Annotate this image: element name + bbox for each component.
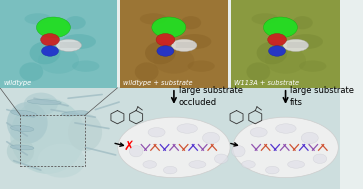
Ellipse shape	[189, 161, 206, 168]
Ellipse shape	[287, 161, 305, 168]
Ellipse shape	[252, 13, 279, 25]
Ellipse shape	[177, 34, 211, 49]
Ellipse shape	[143, 161, 156, 168]
Ellipse shape	[152, 17, 186, 38]
Ellipse shape	[24, 93, 58, 115]
Bar	[0, 87, 340, 189]
Ellipse shape	[276, 124, 296, 133]
Text: ✗: ✗	[123, 140, 134, 153]
Ellipse shape	[135, 62, 159, 81]
Ellipse shape	[41, 34, 60, 46]
Ellipse shape	[30, 42, 60, 64]
Ellipse shape	[246, 62, 270, 81]
Bar	[231, 0, 340, 88]
Ellipse shape	[257, 42, 287, 64]
Ellipse shape	[292, 16, 313, 29]
Ellipse shape	[10, 145, 34, 150]
Ellipse shape	[68, 113, 102, 151]
Text: wildtype: wildtype	[3, 80, 32, 86]
Ellipse shape	[289, 34, 323, 49]
Ellipse shape	[41, 46, 58, 56]
Ellipse shape	[188, 60, 215, 72]
Ellipse shape	[265, 47, 306, 74]
Text: wildtype + substrate: wildtype + substrate	[123, 80, 192, 86]
Ellipse shape	[38, 47, 79, 74]
Ellipse shape	[265, 166, 279, 174]
Ellipse shape	[232, 146, 245, 157]
Ellipse shape	[37, 144, 85, 178]
Ellipse shape	[36, 17, 70, 38]
Ellipse shape	[27, 100, 61, 105]
Ellipse shape	[145, 42, 176, 64]
Ellipse shape	[215, 154, 228, 163]
Ellipse shape	[11, 125, 34, 132]
Ellipse shape	[171, 39, 197, 52]
Text: large substrate
occluded: large substrate occluded	[179, 86, 243, 107]
Ellipse shape	[25, 13, 52, 25]
Ellipse shape	[269, 46, 286, 56]
Ellipse shape	[283, 39, 309, 52]
Ellipse shape	[56, 39, 82, 52]
Ellipse shape	[181, 16, 201, 29]
Ellipse shape	[242, 161, 255, 168]
Ellipse shape	[72, 60, 99, 72]
Ellipse shape	[313, 154, 327, 163]
Ellipse shape	[61, 111, 88, 116]
Ellipse shape	[154, 47, 194, 74]
Ellipse shape	[157, 46, 174, 56]
Ellipse shape	[301, 132, 318, 144]
Ellipse shape	[177, 124, 197, 133]
Ellipse shape	[140, 13, 167, 25]
Ellipse shape	[268, 34, 286, 46]
Ellipse shape	[7, 102, 48, 144]
Bar	[0, 0, 117, 88]
Ellipse shape	[65, 16, 86, 29]
Bar	[20, 115, 85, 166]
Ellipse shape	[163, 166, 177, 174]
Ellipse shape	[10, 98, 85, 174]
Ellipse shape	[148, 128, 165, 137]
Ellipse shape	[19, 62, 43, 81]
Bar	[120, 0, 228, 88]
Ellipse shape	[156, 34, 175, 46]
Text: W113A + substrate: W113A + substrate	[234, 80, 299, 86]
Ellipse shape	[299, 60, 326, 72]
Ellipse shape	[233, 117, 338, 178]
Ellipse shape	[11, 110, 37, 117]
Ellipse shape	[118, 117, 230, 178]
Ellipse shape	[264, 17, 297, 38]
Ellipse shape	[203, 132, 220, 144]
Ellipse shape	[62, 34, 96, 49]
Ellipse shape	[250, 128, 267, 137]
Ellipse shape	[7, 138, 34, 164]
Text: large substrate
fits: large substrate fits	[290, 86, 354, 107]
Ellipse shape	[129, 146, 143, 157]
